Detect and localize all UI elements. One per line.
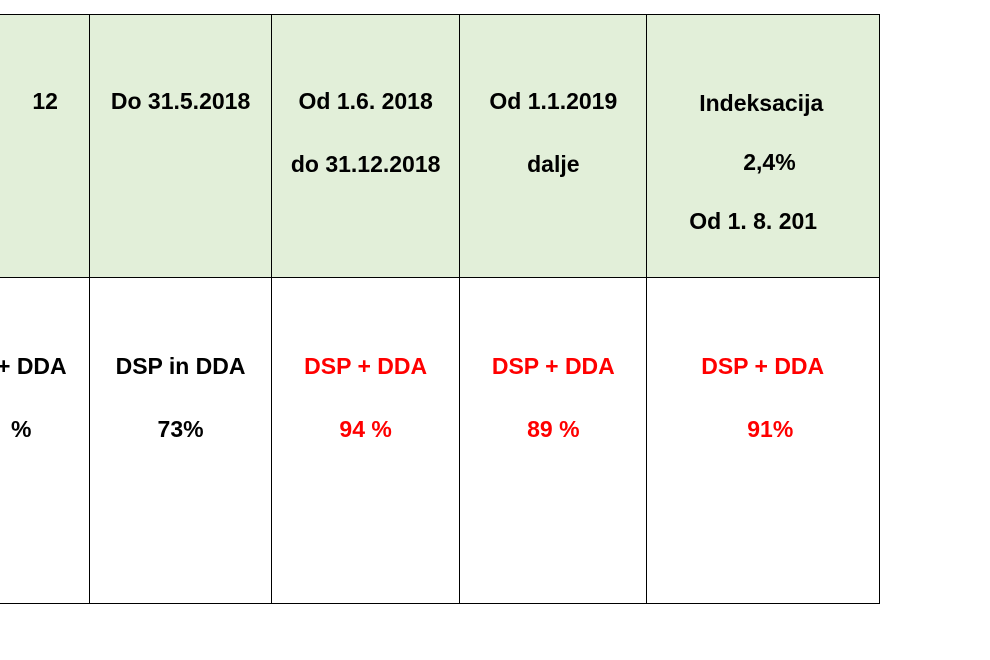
table-value-row: + DDA % DSP in DDA 73% DSP + DDA 94 % DS… <box>0 277 880 604</box>
header-col0-line1: 12 <box>32 88 58 114</box>
header-cell-col4: Indeksacija 2,4% Od 1. 8. 201 <box>646 14 880 278</box>
value-cell-col0: + DDA % <box>0 277 91 604</box>
value-col4-label: DSP + DDA <box>701 353 825 379</box>
header-col2-line1: Od 1.6. 2018 <box>298 88 433 114</box>
header-col3-line1: Od 1.1.2019 <box>489 88 618 114</box>
value-col1-percent: 73% <box>157 416 204 442</box>
header-cell-col3: Od 1.1.2019 dalje <box>459 14 648 278</box>
header-col2-line2: do 31.12.2018 <box>290 151 441 177</box>
value-col2-label: DSP + DDA <box>304 353 428 379</box>
value-col3-percent: 89 % <box>527 416 580 442</box>
header-col4-line3: Od 1. 8. 201 <box>689 208 818 234</box>
header-cell-col1: Do 31.5.2018 <box>89 14 272 278</box>
value-cell-col3: DSP + DDA 89 % <box>459 277 648 604</box>
value-col0-label: + DDA <box>0 353 67 379</box>
value-col0-percent: % <box>11 416 32 442</box>
header-col4-line1: Indeksacija <box>699 90 824 116</box>
pension-percentage-table: 12 Do 31.5.2018 Od 1.6. 2018 do 31.12.20… <box>0 14 880 604</box>
header-cell-col2: Od 1.6. 2018 do 31.12.2018 <box>270 14 461 278</box>
value-cell-col2: DSP + DDA 94 % <box>270 277 461 604</box>
header-col1-line1: Do 31.5.2018 <box>110 88 251 114</box>
table-header-row: 12 Do 31.5.2018 Od 1.6. 2018 do 31.12.20… <box>0 14 880 278</box>
header-col4-line2: 2,4% <box>743 149 796 175</box>
value-col1-label: DSP in DDA <box>115 353 246 379</box>
value-cell-col1: DSP in DDA 73% <box>89 277 272 604</box>
value-col2-percent: 94 % <box>339 416 392 442</box>
value-col3-label: DSP + DDA <box>491 353 615 379</box>
header-col3-line2: dalje <box>527 151 580 177</box>
value-col4-percent: 91% <box>747 416 794 442</box>
value-cell-col4: DSP + DDA 91% <box>646 277 880 604</box>
header-cell-col0: 12 <box>0 14 91 278</box>
